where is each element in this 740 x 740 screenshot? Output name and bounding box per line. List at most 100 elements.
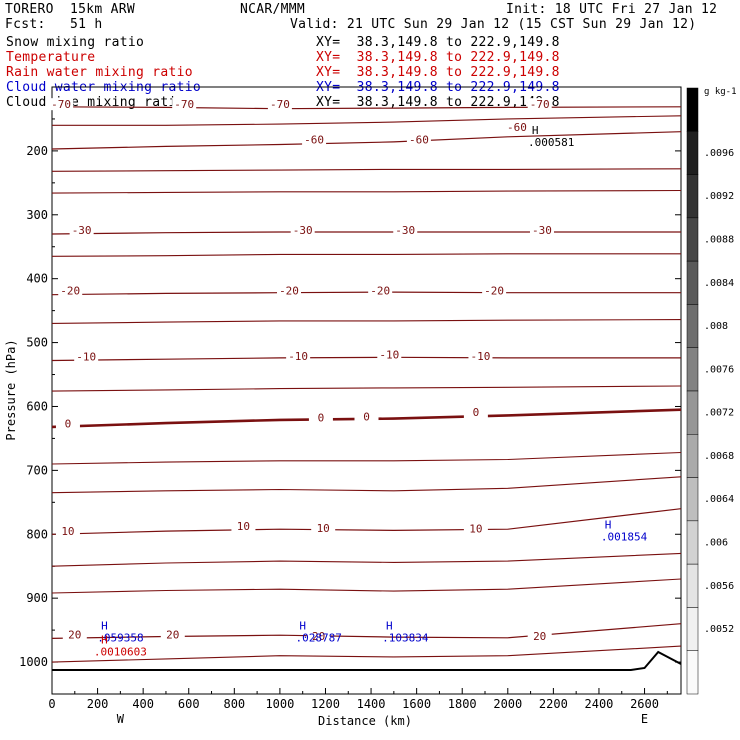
y-tick-label: 400 [26,272,48,286]
init-time: Init: 18 UTC Fri 27 Jan 12 [506,2,718,17]
temperature-contour-label: 0 [473,406,480,419]
temperature-contour-line [51,291,681,296]
temperature-contour-label: 0 [363,411,370,424]
temperature-contour-line [51,131,682,150]
temperature-contour-label: -10 [379,349,399,362]
contour-label-bg [527,98,552,111]
x-tick-label: 600 [178,697,200,711]
temperature-contour-line-minor [52,115,682,126]
x-axis-label: Distance (km) [318,714,412,728]
colorbar-tick-label: .0064 [704,494,734,505]
temperature-contour-line-minor [51,578,682,594]
y-axis-label: Pressure (hPa) [4,339,18,440]
contour-label-bg [286,349,311,362]
contour-label-bg [463,406,488,419]
colorbar-swatch [686,131,699,175]
colorbar-swatch [686,650,699,695]
y-tick-label: 300 [26,208,48,222]
contour-label-bg [49,98,74,111]
valid-time: Valid: 21 UTC Sun 29 Jan 12 (15 CST Sun … [290,17,697,32]
cloud-water-max-value: .103834 [382,632,429,645]
temperature-contour-label: -20 [484,285,504,298]
colorbar-tick-label: .0092 [704,191,734,202]
y-tick-label: 200 [26,144,48,158]
field-xy-rain: XY= 38.3,149.8 to 222.9,149.8 [316,65,560,80]
temperature-contour-label: -60 [409,133,429,146]
contour-label-bg [267,98,292,111]
colorbar-tick-label: .0052 [704,624,734,635]
temperature-contour-line-minor [51,451,682,465]
temperature-contour-label: -70 [174,98,194,111]
colorbar-swatch [686,390,699,435]
colorbar-swatch [686,87,699,132]
x-tick-label: 1400 [357,697,386,711]
temperature-contour-label: -10 [471,350,491,363]
temperature-contour-line-minor [51,319,682,324]
cloud-water-max-h: H [386,620,393,633]
temperature-contour-label: -20 [279,285,299,298]
temperature-contour-label: -30 [532,224,552,237]
colorbar-tick-label: .006 [704,538,728,549]
colorbar-tick-label: .008 [704,321,728,332]
cloud-ice-max-h: H [532,124,539,137]
contour-label-bg [172,98,197,111]
contour-label-bg [302,133,327,146]
contour-label-bg [55,417,80,430]
rain-water-max-h: H [101,634,108,647]
temperature-contour-label: 10 [61,525,74,538]
contour-label-bg [354,410,379,423]
temperature-contour-label: -10 [76,351,96,364]
field-name-rain: Rain water mixing ratio [6,65,193,80]
x-tick-label: 1000 [265,697,294,711]
contour-label-bg [504,121,529,134]
contour-label-bg [74,350,99,363]
x-tick-label: 1800 [448,697,477,711]
x-tick-label: 2200 [539,697,568,711]
contour-label-bg [290,224,315,237]
org-label: NCAR/MMM [240,2,306,17]
colorbar-swatch [686,174,699,219]
temperature-contour-line-minor [51,645,682,663]
terrain-line [52,650,682,671]
y-tick-label: 900 [26,591,48,605]
contour-label-bg [306,629,331,642]
temperature-contour-line-minor [51,189,682,194]
temperature-contour-label: 10 [469,522,482,535]
x-tick-label: 0 [48,697,55,711]
temperature-contour-label: 10 [237,520,250,533]
colorbar-swatch [686,304,699,348]
temperature-contour-label: 10 [317,522,330,535]
contour-label-bg [277,284,302,297]
contour-label-bg [393,224,418,237]
contour-label-bg [160,628,185,641]
contour-label-bg [529,224,554,237]
temperature-contour-line-minor [51,253,681,257]
field-name-temperature: Temperature [6,50,96,65]
y-tick-label: 700 [26,463,48,477]
temperature-contour-label: -20 [60,285,80,298]
temperature-contour-line-minor [51,385,682,392]
colorbar-swatch [686,607,699,651]
temperature-contour-line [51,623,682,639]
field-name-snow: Snow mixing ratio [6,35,145,50]
field-xy-temperature: XY= 38.3,149.8 to 222.9,149.8 [316,50,560,65]
x-tick-label: 2000 [493,697,522,711]
colorbar-tick-label: .0056 [704,581,734,592]
temperature-contour-line [51,408,682,429]
x-tick-label: 1200 [311,697,340,711]
y-tick-label: 1000 [19,655,48,669]
contour-label-bg [311,521,336,534]
field-xy-snow: XY= 38.3,149.8 to 222.9,149.8 [316,35,560,50]
field-name-cloud-water: Cloud water mixing ratio [6,80,202,95]
contour-label-bg [231,519,256,532]
x-tick-label: 1600 [402,697,431,711]
x-tick-label: 2600 [630,697,659,711]
x-end-label-west: W [117,712,125,726]
x-tick-label: 800 [223,697,245,711]
temperature-contour-line [51,106,682,110]
forecast-hour: Fcst: 51 h [5,17,103,32]
colorbar-tick-label: .0072 [704,408,734,419]
temperature-contour-label: -70 [270,98,290,111]
temperature-contour-line [51,508,682,535]
contour-label-bg [368,284,393,297]
